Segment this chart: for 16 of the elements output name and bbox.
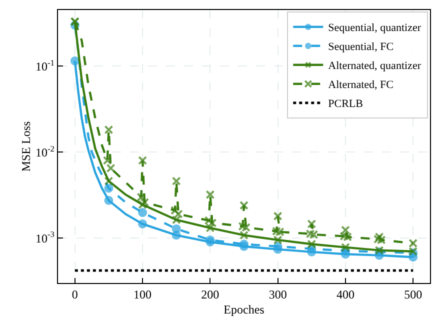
- y-tick-label: 10$^{-3}$: [36, 230, 54, 246]
- legend-label: Alternated, quantizer: [328, 60, 422, 72]
- x-tick-label: 100: [134, 288, 152, 302]
- legend-label: Sequential, FC: [328, 41, 394, 54]
- x-tick-label: 200: [201, 288, 220, 302]
- legend-label: PCRLB: [328, 98, 363, 110]
- x-tick-label: 300: [268, 288, 287, 302]
- y-tick-label: 10$^{-2}$: [36, 144, 54, 160]
- x-tick-label: 500: [404, 288, 422, 302]
- x-tick-label: 400: [336, 288, 354, 302]
- y-tick-label: 10$^{-1}$: [36, 58, 54, 74]
- x-axis-title: Epoches: [224, 302, 265, 316]
- y-axis-title: MSE Loss: [18, 121, 33, 172]
- legend-label: Sequential, quantizer: [328, 22, 422, 34]
- x-tick-label: 0: [72, 288, 78, 302]
- legend-label: Alternated, FC: [328, 79, 394, 92]
